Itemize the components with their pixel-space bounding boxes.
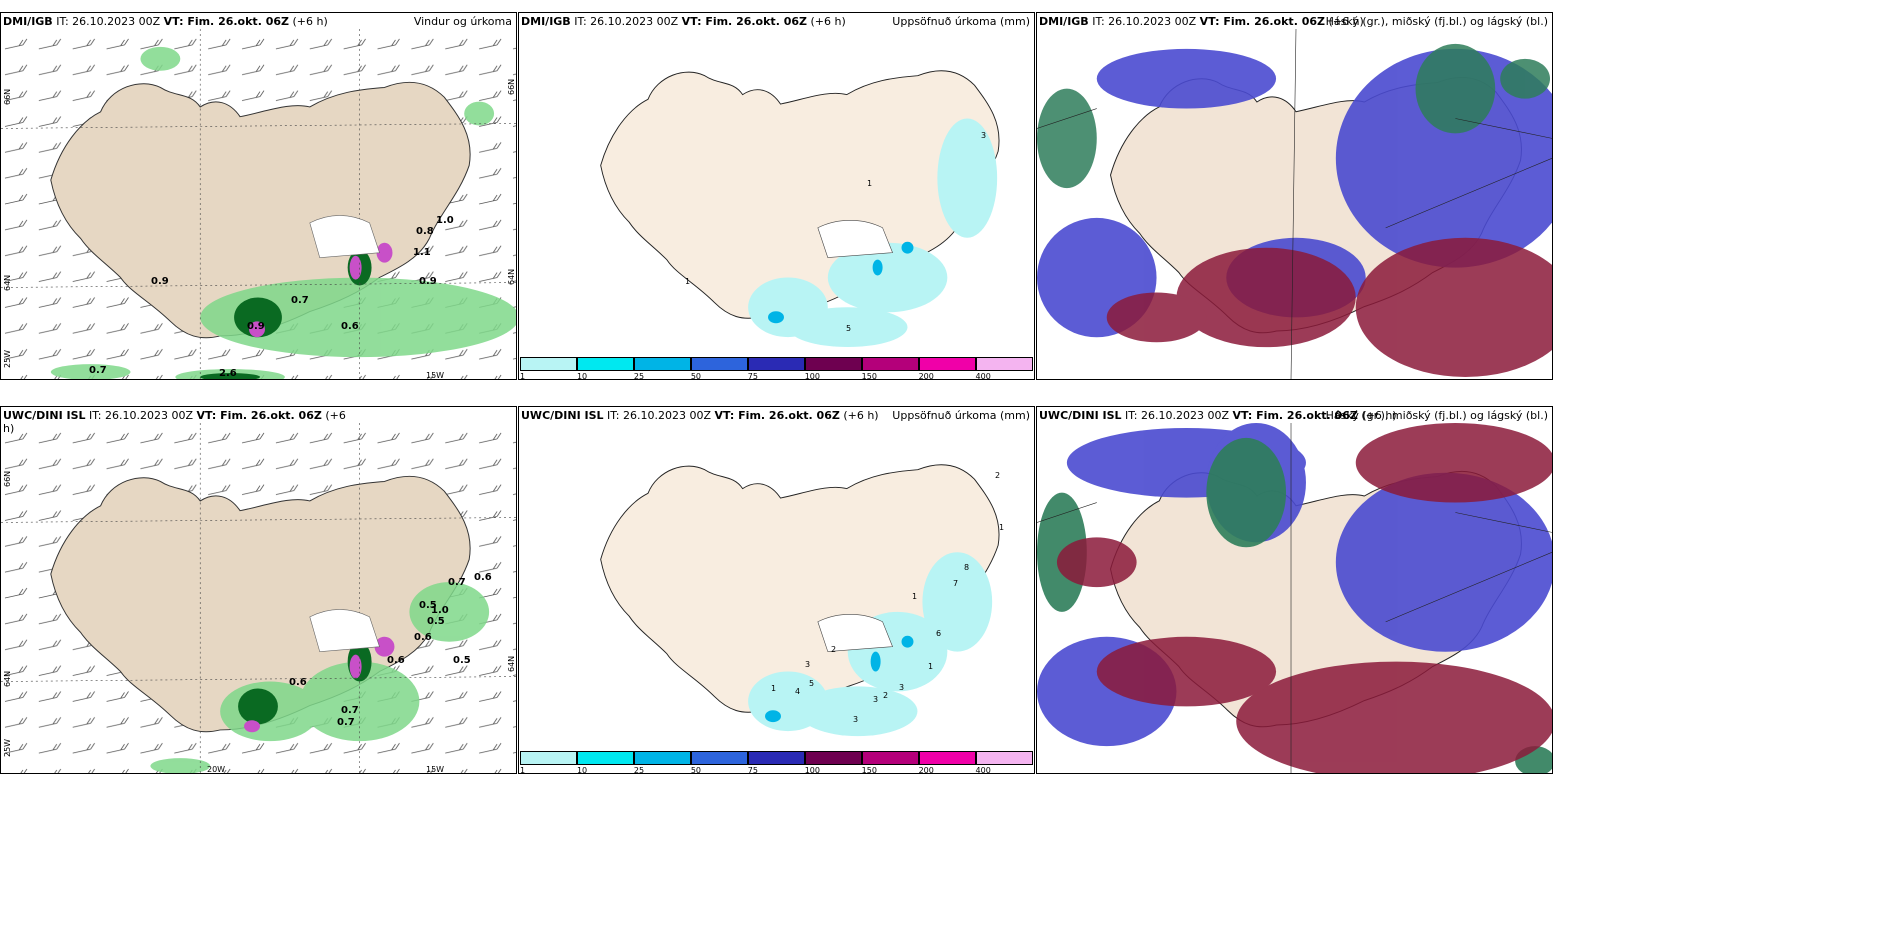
cbar-swatch xyxy=(690,751,748,765)
cloud-cover-map xyxy=(1037,29,1552,379)
cbar-swatch xyxy=(804,751,862,765)
cbar-swatch xyxy=(861,357,919,371)
cbar-swatch xyxy=(576,357,634,371)
panel-accum-precip-uwc: UWC/DINI ISL IT: 26.10.2023 00Z VT: Fim.… xyxy=(518,406,1035,774)
cbar-swatch xyxy=(747,357,805,371)
wind-precip-map xyxy=(1,29,516,379)
cbar-swatch xyxy=(633,357,691,371)
colorbar: 1 10 25 50 75 100 150 200 400 xyxy=(520,357,1033,379)
cbar-swatch xyxy=(918,751,976,765)
panel-title: DMI/IGB IT: 26.10.2023 00Z VT: Fim. 26.o… xyxy=(3,15,512,28)
panel-accum-precip-dmi: DMI/IGB IT: 26.10.2023 00Z VT: Fim. 26.o… xyxy=(518,12,1035,380)
cbar-swatch xyxy=(804,357,862,371)
cbar-swatch xyxy=(633,751,691,765)
cbar-swatch xyxy=(520,751,577,765)
panel-clouds-dmi: DMI/IGB IT: 26.10.2023 00Z VT: Fim. 26.o… xyxy=(1036,12,1553,380)
cbar-swatch xyxy=(747,751,805,765)
cbar-swatch xyxy=(975,751,1033,765)
cbar-swatch xyxy=(918,357,976,371)
cbar-swatch xyxy=(861,751,919,765)
panel-title: UWC/DINI ISL IT: 26.10.2023 00Z VT: Fim.… xyxy=(1039,409,1548,422)
cloud-cover-map xyxy=(1037,423,1552,773)
colorbar: 1 10 25 50 75 100 150 200 400 xyxy=(520,751,1033,773)
panel-wind-precip-dmi: DMI/IGB IT: 26.10.2023 00Z VT: Fim. 26.o… xyxy=(0,12,517,380)
panel-title: UWC/DINI ISL IT: 26.10.2023 00Z VT: Fim.… xyxy=(521,409,1030,422)
cbar-swatch xyxy=(576,751,634,765)
accum-precip-map xyxy=(519,29,1034,355)
panel-clouds-uwc: UWC/DINI ISL IT: 26.10.2023 00Z VT: Fim.… xyxy=(1036,406,1553,774)
panel-wind-precip-uwc: UWC/DINI ISL IT: 26.10.2023 00Z VT: Fim.… xyxy=(0,406,517,774)
wind-precip-map xyxy=(1,423,516,773)
cbar-swatch xyxy=(975,357,1033,371)
accum-precip-map xyxy=(519,423,1034,749)
panel-title: DMI/IGB IT: 26.10.2023 00Z VT: Fim. 26.o… xyxy=(1039,15,1548,28)
cbar-swatch xyxy=(690,357,748,371)
panel-title: DMI/IGB IT: 26.10.2023 00Z VT: Fim. 26.o… xyxy=(521,15,1030,28)
cbar-swatch xyxy=(520,357,577,371)
